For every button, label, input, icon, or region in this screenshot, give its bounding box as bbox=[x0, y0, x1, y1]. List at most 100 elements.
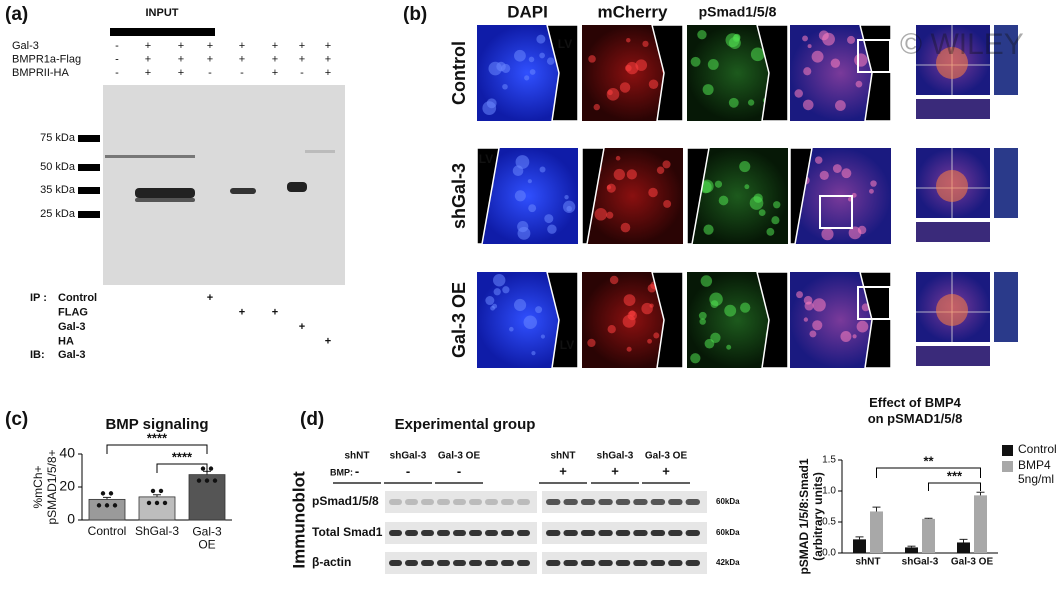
legend-swatch bbox=[1002, 461, 1013, 472]
cell bbox=[613, 168, 625, 181]
cell bbox=[566, 205, 572, 212]
bar bbox=[138, 496, 176, 521]
ventricle bbox=[756, 271, 789, 369]
cell bbox=[794, 89, 803, 98]
cell bbox=[531, 350, 536, 356]
blot-band bbox=[580, 499, 596, 505]
point bbox=[96, 503, 102, 508]
ib-target: Gal-3 bbox=[58, 349, 86, 361]
cell bbox=[773, 201, 781, 209]
cell bbox=[803, 67, 812, 76]
cell bbox=[624, 64, 632, 72]
blot-row-label: pSmad1/5/8 bbox=[312, 494, 379, 508]
blot-band bbox=[598, 560, 613, 566]
y-tick-label: 0.0 bbox=[822, 548, 836, 559]
point bbox=[104, 503, 110, 508]
blot-band bbox=[563, 530, 578, 536]
cell bbox=[528, 56, 535, 63]
y-tick-label: 0.5 bbox=[822, 517, 836, 528]
cell bbox=[700, 179, 714, 193]
cell bbox=[626, 37, 631, 43]
sig-bracket bbox=[156, 463, 208, 473]
group-label: Gal-3 OE bbox=[645, 451, 688, 462]
cell bbox=[832, 164, 842, 173]
cell bbox=[514, 190, 526, 202]
blot-band bbox=[453, 560, 466, 566]
blot-band bbox=[389, 560, 402, 566]
channel-label: pSmad1/5/8 bbox=[699, 4, 777, 20]
cell bbox=[700, 275, 713, 287]
cell bbox=[739, 161, 751, 173]
band bbox=[135, 198, 195, 202]
blot-band bbox=[405, 499, 418, 505]
significance: ** bbox=[923, 453, 934, 468]
cell bbox=[848, 226, 862, 240]
marker-label: 35 kDa bbox=[40, 184, 76, 196]
group-label: shGal-3 bbox=[390, 451, 427, 462]
cell bbox=[835, 100, 846, 111]
sign: + bbox=[325, 67, 331, 79]
blot-band bbox=[389, 530, 402, 536]
cell bbox=[819, 170, 829, 181]
row-label: BMPRII-HA bbox=[12, 67, 70, 79]
y-axis-label: pSMAD 1/5/8:Smad1(arbitrary units) bbox=[797, 458, 825, 574]
cell bbox=[524, 75, 530, 81]
blot-band bbox=[437, 530, 450, 536]
sign: + bbox=[299, 321, 305, 333]
cell bbox=[527, 179, 532, 184]
marker-bar bbox=[78, 211, 100, 218]
cell bbox=[626, 169, 637, 180]
bar bbox=[870, 511, 883, 553]
blot-band bbox=[668, 560, 683, 566]
y-tick-label: 1.0 bbox=[822, 486, 836, 497]
cell bbox=[812, 320, 823, 331]
bar bbox=[905, 547, 918, 553]
sign: + bbox=[207, 53, 213, 65]
bar bbox=[974, 495, 987, 553]
blot-row-label: Total Smad1 bbox=[312, 525, 383, 539]
sign: - bbox=[115, 40, 119, 52]
inset-side bbox=[994, 25, 1018, 95]
point bbox=[100, 491, 106, 496]
inset-cell bbox=[936, 294, 968, 326]
sig-bracket bbox=[876, 467, 981, 478]
cell bbox=[593, 103, 600, 111]
cell bbox=[753, 193, 763, 203]
blot-band bbox=[469, 499, 482, 505]
blot-band bbox=[563, 499, 578, 505]
condition-label: Control bbox=[449, 41, 469, 105]
blot-band bbox=[615, 530, 631, 536]
point bbox=[162, 500, 168, 506]
bar bbox=[957, 542, 970, 553]
cell bbox=[841, 168, 852, 179]
zoom-box bbox=[819, 195, 853, 229]
blot-band bbox=[453, 530, 466, 536]
sign: + bbox=[178, 67, 184, 79]
blot-band bbox=[437, 499, 450, 505]
blot-band bbox=[453, 499, 466, 505]
point bbox=[150, 488, 156, 494]
cell bbox=[509, 326, 514, 332]
panel-label: (c) bbox=[5, 409, 28, 430]
group-label: shGal-3 bbox=[597, 451, 634, 462]
sign: + bbox=[239, 40, 245, 52]
cell bbox=[546, 57, 555, 65]
point bbox=[208, 466, 214, 471]
cell bbox=[728, 97, 739, 108]
cell bbox=[502, 83, 508, 90]
cell bbox=[547, 224, 557, 234]
inset-bottom bbox=[916, 99, 990, 119]
point bbox=[158, 488, 164, 494]
condition-label: shGal-3 bbox=[449, 163, 469, 229]
point bbox=[108, 491, 114, 496]
inset-bottom bbox=[916, 346, 990, 366]
blot-band bbox=[469, 560, 482, 566]
cell bbox=[648, 187, 658, 198]
cell bbox=[709, 292, 723, 306]
cell bbox=[607, 325, 616, 334]
cell bbox=[627, 310, 637, 321]
input-label: INPUT bbox=[146, 7, 179, 19]
sign: + bbox=[145, 67, 151, 79]
blot-size: 60kDa bbox=[716, 497, 740, 506]
legend-swatch bbox=[1002, 445, 1013, 456]
